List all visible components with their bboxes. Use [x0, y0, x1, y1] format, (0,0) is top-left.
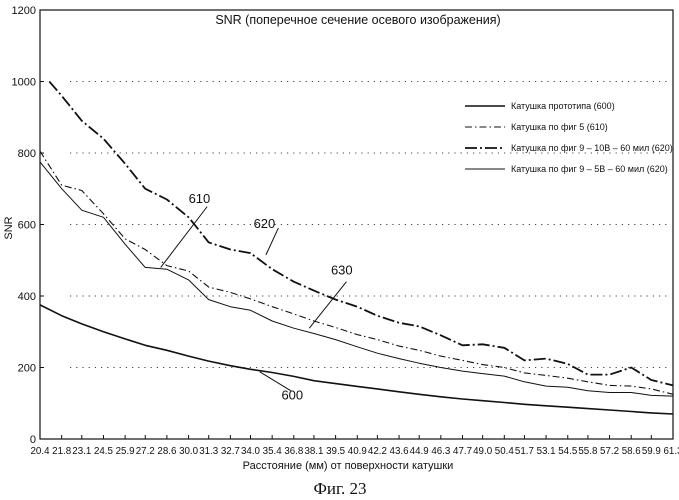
x-tick-label: 51.7 — [515, 446, 534, 457]
y-tick-label: 0 — [30, 434, 36, 446]
annotation-leader — [266, 228, 278, 255]
x-axis-ticks: 20.421.823.124.525.927.228.630.031.332.7… — [31, 435, 679, 457]
x-tick-label: 57.2 — [600, 446, 619, 457]
plot-frame — [40, 10, 673, 439]
annotation-leader — [161, 207, 207, 268]
x-tick-label: 31.3 — [199, 446, 218, 457]
x-tick-label: 59.9 — [642, 446, 661, 457]
x-tick-label: 36.8 — [284, 446, 303, 457]
y-axis-label: SNR — [3, 216, 15, 239]
legend: Катушка прототипа (600) Катушка по фиг 5 … — [465, 101, 673, 174]
x-tick-label: 28.6 — [157, 446, 176, 457]
legend-entry: Катушка прототипа (600) — [511, 101, 615, 111]
annotation-label: 600 — [281, 388, 303, 403]
series-line-2 — [40, 151, 673, 394]
x-tick-label: 20.4 — [31, 446, 50, 457]
x-tick-label: 30.0 — [179, 446, 198, 457]
x-tick-label: 58.6 — [622, 446, 641, 457]
x-tick-label: 23.1 — [72, 446, 91, 457]
x-tick-label: 35.4 — [263, 446, 282, 457]
figure-caption: Фиг. 23 — [313, 479, 366, 498]
x-tick-label: 34.0 — [241, 446, 260, 457]
chart-title: SNR (поперечное сечение осевого изображе… — [215, 13, 500, 27]
x-tick-label: 42.2 — [368, 446, 387, 457]
x-tick-label: 47.7 — [453, 446, 472, 457]
x-tick-label: 50.4 — [495, 446, 514, 457]
y-tick-label: 800 — [18, 148, 36, 160]
x-tick-label: 38.1 — [304, 446, 323, 457]
series-line-4 — [40, 162, 673, 396]
x-tick-label: 39.5 — [326, 446, 345, 457]
x-tick-label: 40.9 — [348, 446, 367, 457]
annotation-label: 630 — [331, 263, 353, 278]
x-tick-label: 53.1 — [537, 446, 556, 457]
x-tick-label: 61.3 — [664, 446, 679, 457]
annotation-label: 610 — [189, 191, 211, 206]
x-tick-label: 54.5 — [558, 446, 577, 457]
x-tick-label: 21.8 — [52, 446, 71, 457]
y-tick-label: 600 — [18, 220, 36, 232]
annotation-leader — [309, 282, 346, 328]
x-tick-label: 25.9 — [116, 446, 135, 457]
y-tick-label: 1200 — [12, 5, 36, 17]
x-axis-label: Расстояние (мм) от поверхности катушки — [243, 460, 454, 472]
annotation-label: 620 — [254, 216, 276, 231]
x-tick-label: 24.5 — [94, 446, 113, 457]
x-tick-label: 27.2 — [136, 446, 155, 457]
x-tick-label: 49.0 — [473, 446, 492, 457]
x-tick-label: 43.6 — [390, 446, 409, 457]
legend-entry: Катушка по фиг 9 – 10В – 60 мил (620) — [511, 143, 673, 153]
x-tick-label: 32.7 — [221, 446, 240, 457]
x-tick-label: 55.8 — [578, 446, 597, 457]
y-tick-label: 1000 — [12, 77, 36, 89]
x-tick-label: 44.9 — [410, 446, 429, 457]
y-tick-label: 400 — [18, 291, 36, 303]
x-tick-label: 46.3 — [431, 446, 450, 457]
series-line-1 — [40, 305, 673, 414]
legend-entry: Катушка по фиг 5 (610) — [511, 122, 608, 132]
y-tick-label: 200 — [18, 363, 36, 375]
legend-entry: Катушка по фиг 9 – 5В – 60 мил (620) — [511, 164, 668, 174]
y-axis-ticks: 0 200 400 600 800 1000 1200 — [12, 5, 44, 446]
